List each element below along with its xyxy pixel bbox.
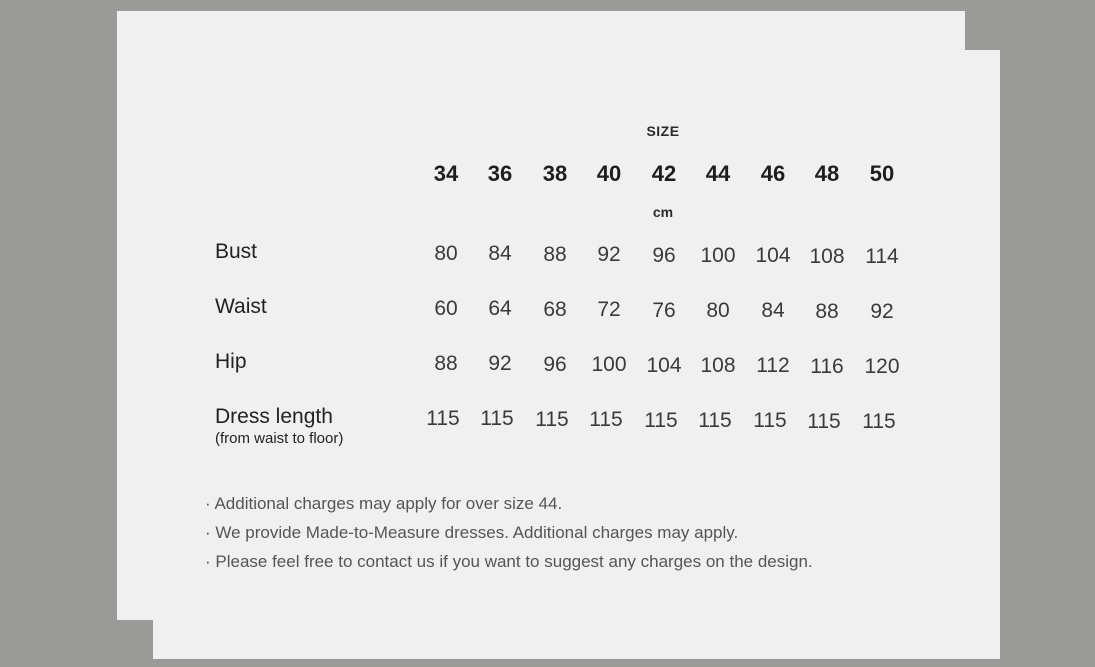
measurement-cell: 115 — [535, 407, 569, 431]
note-item: · Additional charges may apply for over … — [205, 494, 563, 513]
measurement-cell: 116 — [810, 354, 844, 378]
note-item: · We provide Made-to-Measure dresses. Ad… — [205, 523, 739, 542]
size-column-header: 38 — [542, 161, 568, 186]
measurement-cell: 112 — [756, 354, 790, 378]
size-column-header: 50 — [869, 161, 895, 186]
measurement-cell: 115 — [753, 409, 787, 433]
size-chart-card — [153, 50, 1000, 659]
size-column-header: 40 — [596, 161, 622, 186]
row-label: Waist — [215, 295, 267, 318]
measurement-cell: 96 — [652, 243, 676, 267]
measurement-cell: 88 — [543, 242, 567, 266]
measurement-cell: 76 — [652, 298, 676, 322]
measurement-cell: 80 — [434, 242, 458, 265]
row-label: Bust — [215, 240, 258, 263]
size-column-header: 44 — [705, 161, 731, 186]
measurement-cell: 100 — [591, 353, 627, 377]
measurement-cell: 108 — [809, 244, 845, 268]
measurement-cell: 120 — [864, 355, 900, 379]
size-column-header: 34 — [433, 161, 459, 186]
measurement-cell: 96 — [543, 352, 567, 376]
measurement-cell: 115 — [644, 408, 678, 432]
measurement-cell: 64 — [488, 297, 512, 321]
measurement-cell: 115 — [807, 409, 841, 433]
note-item: · Please feel free to contact us if you … — [205, 552, 813, 571]
row-label: Hip — [215, 350, 247, 373]
measurement-cell: 68 — [543, 297, 567, 321]
unit-label: cm — [652, 204, 674, 220]
size-column-header: 36 — [487, 161, 513, 186]
size-column-header: 48 — [814, 161, 840, 186]
measurement-cell: 115 — [698, 409, 732, 432]
measurement-cell: 88 — [434, 352, 458, 375]
measurement-cell: 108 — [700, 354, 736, 377]
measurement-cell: 104 — [646, 353, 682, 377]
measurement-cell: 84 — [761, 299, 785, 323]
measurement-cell: 100 — [700, 244, 736, 267]
measurement-cell: 92 — [870, 300, 894, 324]
measurement-cell: 115 — [862, 410, 896, 434]
size-heading: SIZE — [646, 123, 680, 139]
measurement-cell: 115 — [480, 407, 514, 431]
row-label: Dress length — [215, 405, 333, 428]
measurement-cell: 115 — [589, 408, 623, 432]
size-column-header: 42 — [651, 161, 677, 186]
measurement-cell: 80 — [706, 299, 730, 322]
measurement-cell: 104 — [755, 244, 791, 268]
measurement-cell: 92 — [488, 352, 512, 376]
measurement-cell: 84 — [488, 242, 512, 266]
measurement-cell: 72 — [597, 298, 621, 322]
measurement-cell: 115 — [426, 407, 460, 430]
measurement-cell: 60 — [434, 297, 458, 320]
size-column-header: 46 — [760, 161, 786, 186]
row-sublabel: (from waist to floor) — [215, 430, 344, 447]
measurement-cell: 114 — [865, 245, 899, 269]
measurement-cell: 92 — [597, 243, 621, 267]
measurement-cell: 88 — [815, 299, 839, 323]
